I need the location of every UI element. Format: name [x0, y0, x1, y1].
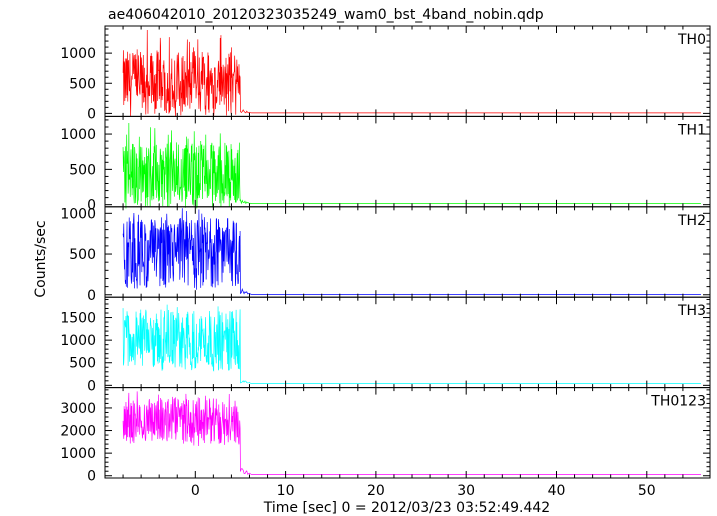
- y-tick-label: 1000: [60, 446, 96, 462]
- panel-label-th3: TH3: [677, 303, 706, 319]
- panel-label-th0123: TH0123: [650, 394, 706, 410]
- panel-th0: 0 500 1000 TH0: [60, 25, 711, 122]
- panel-label-th0: TH0: [677, 32, 706, 48]
- x-tick-label: 30: [457, 483, 475, 499]
- trace-th0123: [122, 391, 701, 475]
- panel-frame-th0123: [104, 387, 711, 479]
- panel-th0123: 0 1000 2000 3000 TH0123: [60, 387, 711, 485]
- trace-th1: [122, 123, 701, 209]
- panel-th1: 0 500 1000 TH1: [60, 115, 711, 214]
- figure-title: ae406042010_20120323035249_wam0_bst_4ban…: [108, 7, 544, 23]
- y-tick-label: 0: [87, 106, 96, 122]
- x-axis-label: Time [sec] 0 = 2012/03/23 03:52:49.442: [263, 500, 550, 516]
- y-tick-label: 500: [69, 356, 96, 372]
- y-tick-label: 0: [87, 378, 96, 394]
- y-axis-label: Counts/sec: [33, 220, 49, 297]
- y-tick-label: 1000: [60, 46, 96, 62]
- x-tick-label: 10: [277, 483, 295, 499]
- trace-th0: [122, 29, 701, 117]
- y-tick-label: 1000: [60, 333, 96, 349]
- y-tick-label: 500: [69, 76, 96, 92]
- trace-th3: [122, 304, 701, 384]
- y-tick-label: 0: [87, 288, 96, 304]
- trace-th2: [122, 208, 701, 295]
- y-tick-label: 500: [69, 247, 96, 263]
- y-tick-label: 0: [87, 198, 96, 214]
- x-tick-label: 50: [638, 483, 656, 499]
- y-tick-label: 2000: [60, 424, 96, 440]
- y-tick-label: 3000: [60, 401, 96, 417]
- y-tick-label: 1000: [60, 206, 96, 222]
- x-tick-label: 0: [191, 483, 200, 499]
- panel-frame-th3: [104, 296, 711, 389]
- y-tick-label: 1500: [60, 311, 96, 327]
- y-tick-label: 1000: [60, 127, 96, 143]
- y-tick-label: 500: [69, 162, 96, 178]
- x-tick-label: 40: [548, 483, 566, 499]
- panel-th3: 0 500 1000 1500 TH3: [60, 296, 711, 394]
- y-tick-label: 0: [87, 469, 96, 485]
- panel-th2: 0 500 1000 TH2: [60, 206, 711, 304]
- panel-label-th1: TH1: [677, 122, 706, 138]
- panel-label-th2: TH2: [677, 213, 706, 229]
- x-tick-label: 20: [367, 483, 385, 499]
